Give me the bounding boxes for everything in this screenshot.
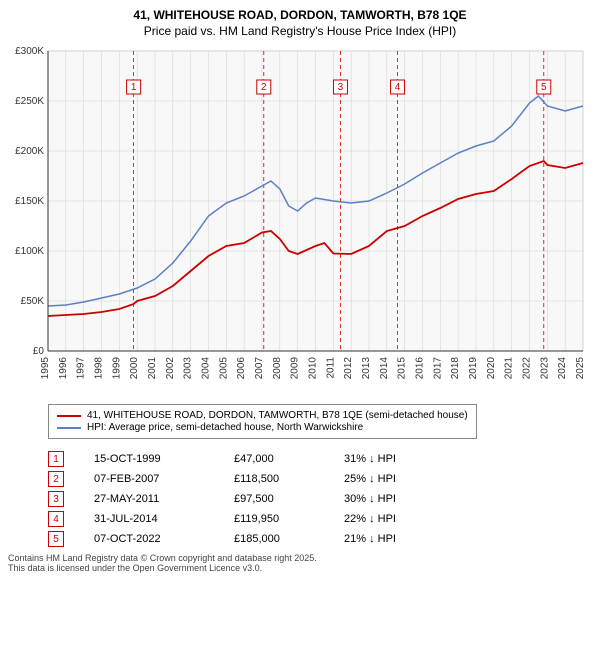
svg-text:2005: 2005 bbox=[218, 357, 229, 380]
table-row: 1 15-OCT-1999£47,00031% ↓ HPI bbox=[48, 451, 592, 467]
tx-price: £185,000 bbox=[234, 533, 344, 545]
svg-text:2004: 2004 bbox=[201, 357, 212, 380]
svg-text:2019: 2019 bbox=[468, 357, 479, 380]
svg-text:£250K: £250K bbox=[15, 96, 44, 107]
legend-item: 41, WHITEHOUSE ROAD, DORDON, TAMWORTH, B… bbox=[57, 410, 468, 421]
legend-item: HPI: Average price, semi-detached house,… bbox=[57, 422, 468, 433]
svg-text:2023: 2023 bbox=[539, 357, 550, 380]
svg-text:2017: 2017 bbox=[432, 357, 443, 380]
svg-text:2021: 2021 bbox=[504, 357, 515, 380]
svg-text:1: 1 bbox=[131, 82, 137, 93]
svg-text:2003: 2003 bbox=[183, 357, 194, 380]
tx-price: £119,950 bbox=[234, 513, 344, 525]
svg-text:2015: 2015 bbox=[397, 357, 408, 380]
svg-text:4: 4 bbox=[395, 82, 401, 93]
footer-line-1: Contains HM Land Registry data © Crown c… bbox=[8, 553, 592, 563]
svg-text:1996: 1996 bbox=[58, 357, 69, 380]
legend-label: 41, WHITEHOUSE ROAD, DORDON, TAMWORTH, B… bbox=[87, 410, 468, 421]
marker-number: 1 bbox=[48, 451, 64, 467]
svg-text:1997: 1997 bbox=[76, 357, 87, 380]
tx-pct: 21% ↓ HPI bbox=[344, 533, 464, 545]
chart-area: £0 £50K £100K £150K £200K £250K £300K 1995 1996 1… bbox=[8, 46, 588, 396]
svg-text:1998: 1998 bbox=[94, 357, 105, 380]
svg-text:2018: 2018 bbox=[450, 357, 461, 380]
tx-pct: 25% ↓ HPI bbox=[344, 473, 464, 485]
svg-text:2002: 2002 bbox=[165, 357, 176, 380]
svg-text:2016: 2016 bbox=[415, 357, 426, 380]
marker-number: 4 bbox=[48, 511, 64, 527]
svg-text:3: 3 bbox=[338, 82, 344, 93]
tx-price: £47,000 bbox=[234, 453, 344, 465]
chart-title: 41, WHITEHOUSE ROAD, DORDON, TAMWORTH, B… bbox=[8, 8, 592, 22]
svg-text:£200K: £200K bbox=[15, 146, 44, 157]
svg-text:2007: 2007 bbox=[254, 357, 265, 380]
tx-pct: 30% ↓ HPI bbox=[344, 493, 464, 505]
svg-text:2000: 2000 bbox=[129, 357, 140, 380]
legend-swatch bbox=[57, 415, 81, 417]
tx-date: 07-OCT-2022 bbox=[94, 533, 234, 545]
svg-text:2014: 2014 bbox=[379, 357, 390, 380]
svg-text:2: 2 bbox=[261, 82, 267, 93]
transaction-table: 1 15-OCT-1999£47,00031% ↓ HPI 2 07-FEB-2007… bbox=[48, 451, 592, 547]
marker-number: 5 bbox=[48, 531, 64, 547]
svg-text:1995: 1995 bbox=[40, 357, 51, 380]
svg-text:2022: 2022 bbox=[522, 357, 533, 380]
table-row: 5 07-OCT-2022£185,00021% ↓ HPI bbox=[48, 531, 592, 547]
svg-text:2009: 2009 bbox=[290, 357, 301, 380]
tx-price: £118,500 bbox=[234, 473, 344, 485]
tx-date: 07-FEB-2007 bbox=[94, 473, 234, 485]
footer-line-2: This data is licensed under the Open Gov… bbox=[8, 563, 592, 573]
marker-number: 2 bbox=[48, 471, 64, 487]
svg-text:2012: 2012 bbox=[343, 357, 354, 380]
table-row: 4 31-JUL-2014£119,95022% ↓ HPI bbox=[48, 511, 592, 527]
legend: 41, WHITEHOUSE ROAD, DORDON, TAMWORTH, B… bbox=[48, 404, 477, 439]
svg-text:2013: 2013 bbox=[361, 357, 372, 380]
chart-subtitle: Price paid vs. HM Land Registry's House … bbox=[8, 24, 592, 38]
svg-text:2025: 2025 bbox=[575, 357, 586, 380]
footer-text: Contains HM Land Registry data © Crown c… bbox=[8, 553, 592, 573]
tx-price: £97,500 bbox=[234, 493, 344, 505]
marker-number: 3 bbox=[48, 491, 64, 507]
tx-pct: 31% ↓ HPI bbox=[344, 453, 464, 465]
svg-text:1999: 1999 bbox=[111, 357, 122, 380]
svg-text:£300K: £300K bbox=[15, 46, 44, 57]
tx-date: 27-MAY-2011 bbox=[94, 493, 234, 505]
svg-text:2010: 2010 bbox=[308, 357, 319, 380]
table-row: 2 07-FEB-2007£118,50025% ↓ HPI bbox=[48, 471, 592, 487]
svg-text:£100K: £100K bbox=[15, 246, 44, 257]
legend-swatch bbox=[57, 427, 81, 429]
svg-text:£0: £0 bbox=[33, 346, 45, 357]
svg-text:2024: 2024 bbox=[557, 357, 568, 380]
svg-text:£50K: £50K bbox=[21, 296, 45, 307]
chart-svg: £0 £50K £100K £150K £200K £250K £300K 1995 1996 1… bbox=[8, 46, 588, 396]
svg-text:2020: 2020 bbox=[486, 357, 497, 380]
tx-date: 15-OCT-1999 bbox=[94, 453, 234, 465]
svg-text:2011: 2011 bbox=[325, 357, 336, 379]
svg-text:2008: 2008 bbox=[272, 357, 283, 380]
legend-label: HPI: Average price, semi-detached house,… bbox=[87, 422, 363, 433]
table-row: 3 27-MAY-2011£97,50030% ↓ HPI bbox=[48, 491, 592, 507]
tx-date: 31-JUL-2014 bbox=[94, 513, 234, 525]
svg-text:£150K: £150K bbox=[15, 196, 44, 207]
tx-pct: 22% ↓ HPI bbox=[344, 513, 464, 525]
svg-text:5: 5 bbox=[541, 82, 547, 93]
svg-text:2001: 2001 bbox=[147, 357, 158, 380]
svg-text:2006: 2006 bbox=[236, 357, 247, 380]
